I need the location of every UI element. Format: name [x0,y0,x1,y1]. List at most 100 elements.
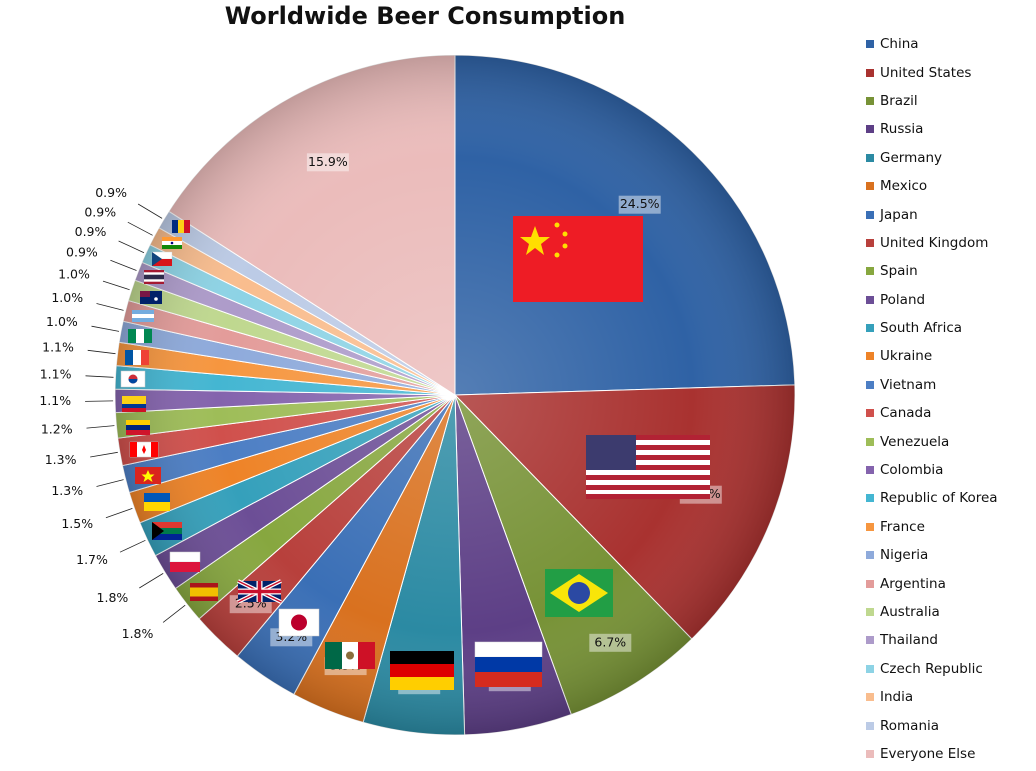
value-label-australia: 1.0% [58,267,90,282]
legend-swatch [866,295,874,304]
value-label-everyone-else: 15.9% [308,154,348,169]
ukraine-flag-icon [144,493,170,511]
legend-item-france: France [866,513,1034,541]
legend-swatch [866,466,874,475]
legend-swatch [866,352,874,361]
leader-line-spain [162,604,186,623]
legend-item-romania: Romania [866,711,1034,739]
leader-line-canada [90,451,118,458]
legend-swatch [866,68,874,77]
brazil-flag-icon [545,569,613,617]
legend-swatch [866,210,874,219]
legend-label: Canada [880,405,932,422]
spain-flag-icon [190,583,218,601]
legend-label: Nigeria [880,547,929,564]
legend-swatch [866,664,874,673]
value-label-poland: 1.8% [97,590,129,605]
legend-item-china: China [866,30,1034,58]
usa-flag-icon [586,435,710,499]
legend-label: Germany [880,149,943,166]
legend-label: Venezuela [880,433,950,450]
value-label-republic-of-korea: 1.1% [40,366,72,381]
leader-line-india [127,221,153,236]
value-label-venezuela: 1.2% [41,421,73,436]
value-label-vietnam: 1.3% [51,483,83,498]
legend-swatch [866,608,874,616]
legend-swatch [866,522,874,531]
south-africa-flag-icon [152,522,182,540]
france-flag-icon [125,350,149,365]
nigeria-flag-icon [128,329,152,343]
germany-flag-icon [390,651,454,690]
canada-flag-icon [129,441,159,458]
legend-label: Mexico [880,178,928,195]
value-label-romania: 0.9% [95,185,127,200]
value-label-china: 24.5% [620,196,660,211]
leader-line-thailand [110,259,137,271]
legend-swatch [866,182,874,191]
value-label-argentina: 1.0% [51,290,83,305]
japan-flag-icon [278,608,320,637]
legend-swatch [866,96,874,105]
value-label-nigeria: 1.0% [46,314,78,329]
legend-swatch [866,40,874,49]
legend-swatch [866,238,874,247]
legend-label: France [880,518,925,535]
leader-line-france [87,349,116,355]
leader-line-argentina [96,303,124,311]
legend-label: China [880,36,919,53]
legend-item-japan: Japan [866,200,1034,228]
legend-item-brazil: Brazil [866,87,1034,115]
value-label-bg-china [618,195,661,214]
legend-label: Thailand [880,632,938,649]
legend-item-czech-republic: Czech Republic [866,655,1034,683]
legend-swatch [866,409,874,418]
legend-item-spain: Spain [866,257,1034,285]
leader-line-republic-of-korea [85,375,114,378]
legend-label: Australia [880,604,940,620]
legend-label: United States [880,64,972,81]
leader-line-nigeria [91,325,120,332]
legend-item-russia: Russia [866,115,1034,143]
pie-chart: 24.5%13.2%6.7%5.1%4.8%3.5%3.2%2.5%1.8%1.… [39,54,796,736]
legend-item-poland: Poland [866,286,1034,314]
legend-item-canada: Canada [866,399,1034,427]
legend-label: United Kingdom [880,234,989,251]
mexico-flag-icon [325,642,375,669]
legend-item-australia: Australia [866,598,1034,626]
leader-line-australia [102,280,130,291]
value-label-india: 0.9% [84,204,116,219]
chart-legend: China United States Brazil Russia Germany Mex… [866,30,1034,768]
leader-line-colombia [85,400,114,402]
value-label-south-africa: 1.7% [76,552,108,567]
legend-label: Everyone Else [880,745,976,762]
venezuela-flag-icon [126,420,150,435]
legend-item-india: India [866,683,1034,711]
legend-swatch [866,579,874,588]
legend-item-germany: Germany [866,144,1034,172]
legend-item-thailand: Thailand [866,626,1034,654]
legend-label: Spain [880,263,918,280]
uk-flag-icon [237,579,282,604]
legend-item-ukraine: Ukraine [866,342,1034,370]
legend-label: South Africa [880,320,963,337]
colombia-flag-icon [122,396,146,412]
legend-swatch [866,267,874,276]
thailand-flag-icon [144,270,164,284]
value-label-bg-brazil [589,633,632,652]
legend-label: Ukraine [880,348,933,365]
value-label-bg-everyone-else [306,153,349,172]
romania-flag-icon [172,220,190,233]
legend-item-nigeria: Nigeria [866,541,1034,569]
legend-label: Romania [880,717,940,734]
legend-swatch [866,551,874,560]
legend-swatch [866,437,874,446]
legend-label: India [880,689,914,706]
leader-line-ukraine [105,508,133,519]
argentina-flag-icon [132,310,154,322]
legend-swatch [866,721,874,730]
legend-item-colombia: Colombia [866,456,1034,484]
chart-title: Worldwide Beer Consumption [224,2,626,30]
legend-label: Colombia [880,462,944,479]
legend-item-argentina: Argentina [866,569,1034,597]
